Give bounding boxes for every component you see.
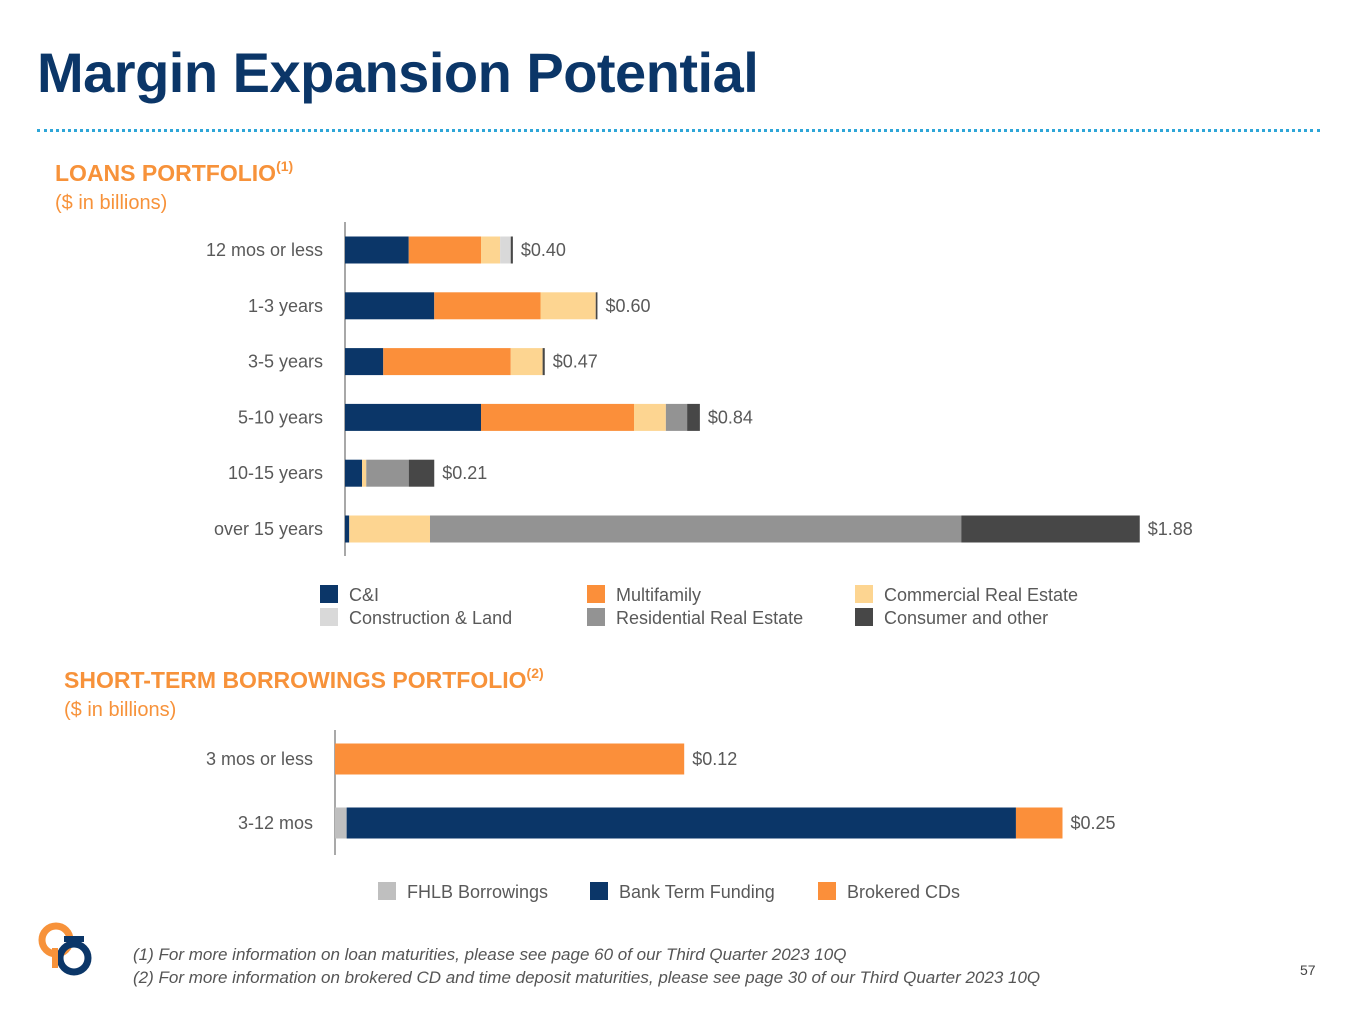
total-label-5-10-years: $0.84 — [708, 407, 753, 427]
bar-c-i-12-mos-or-less — [345, 236, 409, 264]
bar-commercial-real-estate-12-mos-or-less — [481, 236, 501, 264]
bar-bank-term-funding-3-12-mos — [346, 807, 1016, 839]
bar-residential-real-estate-over-15-years — [430, 515, 962, 543]
total-label-over-15-years: $1.88 — [1148, 519, 1193, 539]
bar-consumer-and-other-5-10-years — [687, 403, 700, 431]
category-label-10-15-years: 10-15 years — [228, 463, 323, 483]
total-label-10-15-years: $0.21 — [442, 463, 487, 483]
category-label-3-12-mos: 3-12 mos — [238, 813, 313, 833]
footnote-1: (1) For more information on loan maturit… — [133, 945, 847, 964]
total-label-12-mos-or-less: $0.40 — [521, 240, 566, 260]
category-label-5-10-years: 5-10 years — [238, 407, 323, 427]
bar-residential-real-estate-10-15-years — [366, 459, 409, 487]
loans-section-title: LOANS PORTFOLIO(1) — [55, 158, 294, 187]
bar-consumer-and-other-10-15-years — [408, 459, 435, 487]
bar-consumer-and-other-3-5-years — [542, 348, 545, 376]
total-label-3-5-years: $0.47 — [553, 352, 598, 372]
legend-swatch-construction-land — [320, 608, 338, 626]
legend-label-construction-land: Construction & Land — [349, 608, 512, 628]
total-label-1-3-years: $0.60 — [605, 296, 650, 316]
borrowings-title-note: (2) — [526, 665, 544, 681]
borrowings-title-text: SHORT-TERM BORROWINGS PORTFOLIO — [64, 667, 527, 693]
page-number: 57 — [1300, 962, 1316, 978]
bar-c-i-over-15-years — [345, 515, 350, 543]
bar-c-i-5-10-years — [345, 403, 481, 431]
bar-commercial-real-estate-10-15-years — [362, 459, 367, 487]
bar-multifamily-3-5-years — [383, 348, 511, 376]
bar-brokered-cds-3-12-mos — [1015, 807, 1063, 839]
bar-multifamily-5-10-years — [481, 403, 634, 431]
bar-consumer-and-other-over-15-years — [961, 515, 1140, 543]
bar-multifamily-12-mos-or-less — [408, 236, 481, 264]
category-label-3-5-years: 3-5 years — [248, 352, 323, 372]
bar-multifamily-1-3-years — [434, 292, 541, 320]
legend-label-residential-real-estate: Residential Real Estate — [616, 608, 803, 628]
bar-consumer-and-other-1-3-years — [595, 292, 598, 320]
bar-c-i-10-15-years — [345, 459, 362, 487]
category-label-1-3-years: 1-3 years — [248, 296, 323, 316]
category-label-12-mos-or-less: 12 mos or less — [206, 240, 323, 260]
bar-consumer-and-other-12-mos-or-less — [510, 236, 513, 264]
borrowings-section-subtitle: ($ in billions) — [64, 699, 177, 721]
loans-section-subtitle: ($ in billions) — [55, 192, 168, 214]
legend-swatch-fhlb-borrowings — [378, 882, 396, 900]
title-divider — [37, 129, 1320, 132]
category-label-over-15-years: over 15 years — [214, 519, 323, 539]
legend-label-multifamily: Multifamily — [616, 585, 701, 605]
bar-brokered-cds-3-mos-or-less — [335, 743, 685, 775]
loans-title-note: (1) — [276, 158, 294, 174]
page-title: Margin Expansion Potential — [37, 41, 759, 104]
legend-swatch-consumer-and-other — [855, 608, 873, 626]
bar-construction-land-12-mos-or-less — [500, 236, 511, 264]
bar-commercial-real-estate-3-5-years — [510, 348, 543, 376]
footnote-2: (2) For more information on brokered CD … — [133, 968, 1041, 987]
legend-label-consumer-and-other: Consumer and other — [884, 608, 1048, 628]
legend-label-commercial-real-estate: Commercial Real Estate — [884, 585, 1078, 605]
total-label-3-mos-or-less: $0.12 — [692, 749, 737, 769]
legend-label-fhlb-borrowings: FHLB Borrowings — [407, 882, 548, 902]
bar-c-i-1-3-years — [345, 292, 435, 320]
legend-label-bank-term-funding: Bank Term Funding — [619, 882, 775, 902]
bar-fhlb-borrowings-3-12-mos — [335, 807, 347, 839]
legend-swatch-multifamily — [587, 585, 605, 603]
bar-commercial-real-estate-over-15-years — [349, 515, 430, 543]
bar-commercial-real-estate-5-10-years — [634, 403, 666, 431]
bar-residential-real-estate-5-10-years — [665, 403, 688, 431]
total-label-3-12-mos: $0.25 — [1071, 813, 1116, 833]
borrowings-section-title: SHORT-TERM BORROWINGS PORTFOLIO(2) — [64, 665, 544, 694]
company-logo — [36, 920, 98, 982]
legend-swatch-commercial-real-estate — [855, 585, 873, 603]
legend-swatch-residential-real-estate — [587, 608, 605, 626]
loans-title-text: LOANS PORTFOLIO — [55, 160, 277, 186]
legend-label-c-i: C&I — [349, 585, 379, 605]
bar-commercial-real-estate-1-3-years — [540, 292, 596, 320]
legend-swatch-bank-term-funding — [590, 882, 608, 900]
category-label-3-mos-or-less: 3 mos or less — [206, 749, 313, 769]
legend-label-brokered-cds: Brokered CDs — [847, 882, 960, 902]
legend-swatch-brokered-cds — [818, 882, 836, 900]
bar-c-i-3-5-years — [345, 348, 384, 376]
legend-swatch-c-i — [320, 585, 338, 603]
